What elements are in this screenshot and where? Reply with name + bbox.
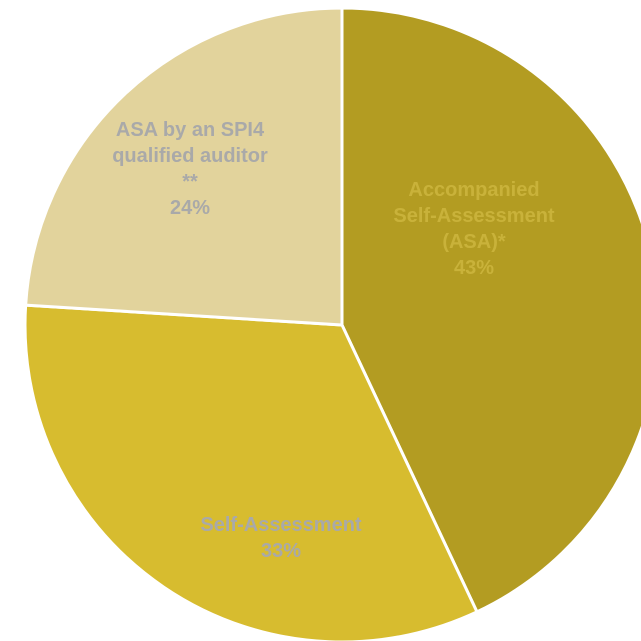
slice-label-line: (ASA)* bbox=[442, 231, 506, 253]
slice-label-line: Self-Assessment bbox=[200, 514, 362, 536]
pie-slice-2 bbox=[24, 6, 344, 327]
slice-value-label: 24% bbox=[170, 197, 210, 219]
slice-label-1: Self-Assessment 33% bbox=[200, 514, 362, 562]
pie-slice-1 bbox=[23, 303, 479, 641]
slice-label-0: Accompanied Self-Assessment (ASA)* 43% bbox=[393, 179, 555, 279]
slice-value-label: 43% bbox=[454, 257, 494, 279]
slice-label-line: ** bbox=[182, 171, 198, 193]
slice-label-line: qualified auditor bbox=[112, 145, 268, 167]
slice-label-line: Self-Assessment bbox=[393, 205, 555, 227]
pie-slice-0 bbox=[340, 6, 641, 614]
slice-value-label: 33% bbox=[261, 540, 301, 562]
slice-label-2: ASA by an SPI4 qualified auditor ** 24% bbox=[112, 119, 268, 219]
slice-label-line: ASA by an SPI4 bbox=[116, 119, 265, 141]
slice-label-line: Accompanied bbox=[408, 179, 539, 201]
